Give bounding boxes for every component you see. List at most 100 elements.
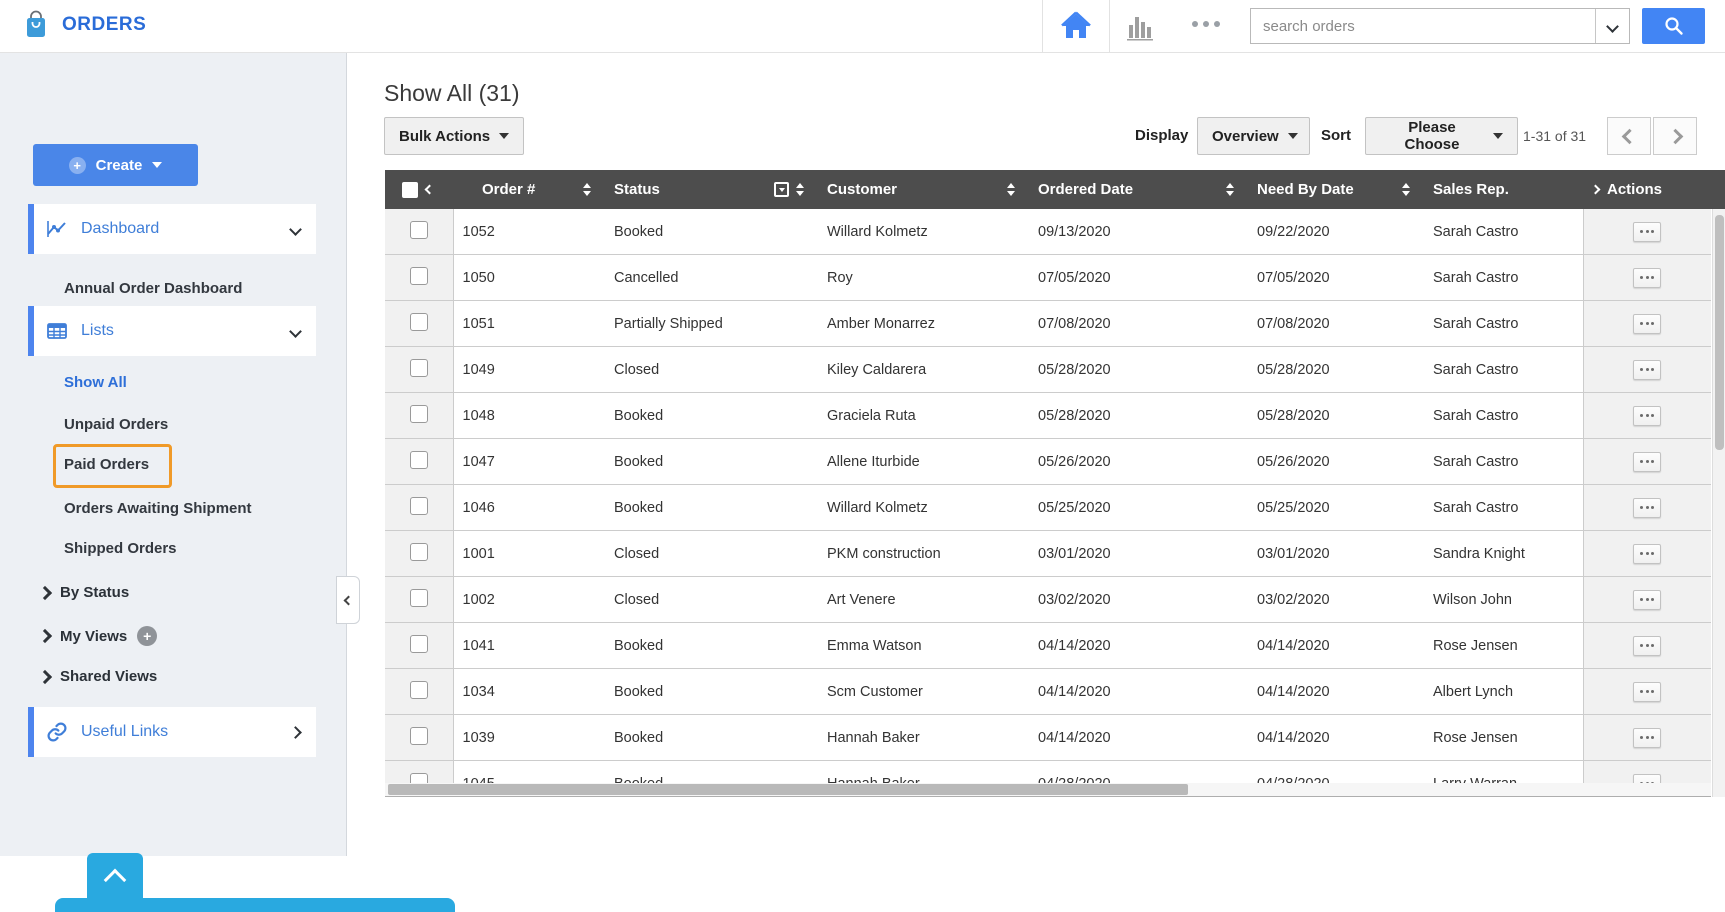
- row-checkbox[interactable]: [409, 496, 428, 515]
- next-page-button[interactable]: [1653, 117, 1697, 155]
- sidebar-section-by-status[interactable]: By Status: [37, 584, 129, 601]
- sort-icon[interactable]: [1226, 183, 1234, 196]
- table-row[interactable]: 1052 Booked Willard Kolmetz 09/13/2020 0…: [385, 209, 1711, 255]
- col-select[interactable]: [385, 170, 453, 209]
- vertical-scrollbar-thumb[interactable]: [1715, 215, 1724, 450]
- add-view-button[interactable]: +: [137, 626, 158, 646]
- vertical-scrollbar[interactable]: [1712, 209, 1725, 797]
- display-dropdown[interactable]: Overview: [1197, 117, 1310, 155]
- col-need-by-date[interactable]: Need By Date: [1248, 170, 1424, 209]
- select-all-checkbox[interactable]: [402, 181, 418, 198]
- analytics-button[interactable]: [1122, 10, 1158, 44]
- table-row[interactable]: 1047 Booked Allene Iturbide 05/26/2020 0…: [385, 438, 1711, 485]
- sidebar-item-annual-order-dashboard[interactable]: Annual Order Dashboard: [64, 280, 243, 297]
- sidebar-item-shipped-orders[interactable]: Shipped Orders: [64, 540, 177, 557]
- cell-ordered-date: 05/28/2020: [1029, 392, 1248, 439]
- more-menu-button[interactable]: [1192, 21, 1220, 27]
- chevron-down-icon[interactable]: [289, 222, 302, 236]
- search-button[interactable]: [1642, 8, 1705, 44]
- sort-icon[interactable]: [1402, 183, 1410, 196]
- row-checkbox[interactable]: [409, 450, 428, 469]
- sidebar-item-show-all[interactable]: Show All: [64, 374, 127, 391]
- table-row[interactable]: 1034 Booked Scm Customer 04/14/2020 04/1…: [385, 668, 1711, 715]
- chevron-right-icon: [37, 669, 53, 684]
- sidebar-collapse-handle[interactable]: [336, 576, 360, 624]
- cell-customer: Scm Customer: [818, 668, 1029, 715]
- scroll-to-top-button[interactable]: [87, 853, 143, 900]
- sort-icon[interactable]: [796, 183, 804, 196]
- row-checkbox[interactable]: [409, 266, 428, 285]
- table-row[interactable]: 1001 Closed PKM construction 03/01/2020 …: [385, 530, 1711, 577]
- table-row[interactable]: 1002 Closed Art Venere 03/02/2020 03/02/…: [385, 576, 1711, 623]
- cell-status: Closed: [605, 346, 818, 393]
- sidebar-item-label: Useful Links: [81, 723, 169, 740]
- sidebar-item-unpaid-orders[interactable]: Unpaid Orders: [64, 416, 169, 433]
- sidebar-item-dashboard[interactable]: Dashboard: [28, 204, 316, 254]
- filter-icon[interactable]: [774, 182, 789, 197]
- cell-status: Booked: [605, 209, 818, 255]
- row-checkbox[interactable]: [409, 772, 428, 783]
- col-order-number[interactable]: Order #: [453, 170, 605, 209]
- row-select-cell: [385, 622, 454, 669]
- col-ordered-date[interactable]: Ordered Date: [1029, 170, 1248, 209]
- chevron-down-icon[interactable]: [289, 324, 302, 338]
- row-actions-button[interactable]: [1633, 451, 1662, 472]
- sort-dropdown[interactable]: Please Choose: [1365, 117, 1518, 155]
- table-row[interactable]: 1046 Booked Willard Kolmetz 05/25/2020 0…: [385, 484, 1711, 531]
- row-actions-button[interactable]: [1633, 727, 1662, 748]
- row-select-cell: [385, 346, 454, 393]
- create-button[interactable]: + Create: [33, 144, 198, 186]
- row-actions-button[interactable]: [1633, 635, 1662, 656]
- table-row[interactable]: 1045 Booked Hannah Baker 04/28/2020 04/2…: [385, 760, 1711, 783]
- table-row[interactable]: 1051 Partially Shipped Amber Monarrez 07…: [385, 300, 1711, 347]
- table-row[interactable]: 1039 Booked Hannah Baker 04/14/2020 04/1…: [385, 714, 1711, 761]
- cell-order-number: 1048: [453, 392, 605, 439]
- row-actions-button[interactable]: [1633, 773, 1662, 783]
- row-actions-button[interactable]: [1633, 221, 1662, 242]
- row-checkbox[interactable]: [409, 542, 428, 561]
- row-checkbox[interactable]: [409, 220, 428, 239]
- row-checkbox[interactable]: [409, 312, 428, 331]
- col-status[interactable]: Status: [605, 170, 818, 209]
- row-checkbox[interactable]: [409, 404, 428, 423]
- row-actions-button[interactable]: [1633, 405, 1662, 426]
- table-row[interactable]: 1050 Cancelled Roy 07/05/2020 07/05/2020…: [385, 254, 1711, 301]
- previous-page-button[interactable]: [1607, 117, 1651, 155]
- collapsed-panel-bar[interactable]: [55, 898, 455, 912]
- row-checkbox[interactable]: [409, 588, 428, 607]
- sidebar-section-my-views[interactable]: My Views +: [37, 626, 158, 646]
- sidebar-item-orders-awaiting-shipment[interactable]: Orders Awaiting Shipment: [64, 500, 252, 517]
- home-button[interactable]: [1042, 0, 1110, 52]
- row-checkbox[interactable]: [409, 680, 428, 699]
- bulk-actions-button[interactable]: Bulk Actions: [384, 117, 525, 155]
- row-checkbox[interactable]: [409, 358, 428, 377]
- sidebar-item-paid-orders[interactable]: Paid Orders: [64, 456, 150, 473]
- chevron-right-icon[interactable]: [1590, 184, 1601, 195]
- sidebar-section-shared-views[interactable]: Shared Views: [37, 668, 157, 685]
- table-row[interactable]: 1041 Booked Emma Watson 04/14/2020 04/14…: [385, 622, 1711, 669]
- table-row[interactable]: 1049 Closed Kiley Caldarera 05/28/2020 0…: [385, 346, 1711, 393]
- row-actions-button[interactable]: [1633, 681, 1662, 702]
- table-row[interactable]: 1048 Booked Graciela Ruta 05/28/2020 05/…: [385, 392, 1711, 439]
- row-actions-button[interactable]: [1633, 313, 1662, 334]
- search-input[interactable]: [1251, 9, 1595, 43]
- row-actions-button[interactable]: [1633, 589, 1662, 610]
- col-actions[interactable]: Actions: [1583, 170, 1711, 209]
- row-checkbox[interactable]: [409, 726, 428, 745]
- col-sales-rep[interactable]: Sales Rep.: [1424, 170, 1583, 209]
- row-actions-button[interactable]: [1633, 543, 1662, 564]
- row-actions-button[interactable]: [1633, 497, 1662, 518]
- search-options-button[interactable]: [1595, 9, 1629, 43]
- horizontal-scrollbar-thumb[interactable]: [388, 784, 1188, 795]
- horizontal-scrollbar[interactable]: [385, 783, 1711, 796]
- row-checkbox[interactable]: [409, 634, 428, 653]
- row-actions-button[interactable]: [1633, 267, 1662, 288]
- cell-need-by-date: 05/28/2020: [1248, 392, 1424, 439]
- sidebar-item-useful-links[interactable]: Useful Links: [28, 707, 316, 757]
- sort-icon[interactable]: [583, 183, 591, 196]
- chevron-left-icon[interactable]: [424, 184, 435, 195]
- col-customer[interactable]: Customer: [818, 170, 1029, 209]
- sort-icon[interactable]: [1007, 183, 1015, 196]
- row-actions-button[interactable]: [1633, 359, 1662, 380]
- sidebar-item-lists[interactable]: Lists: [28, 306, 316, 356]
